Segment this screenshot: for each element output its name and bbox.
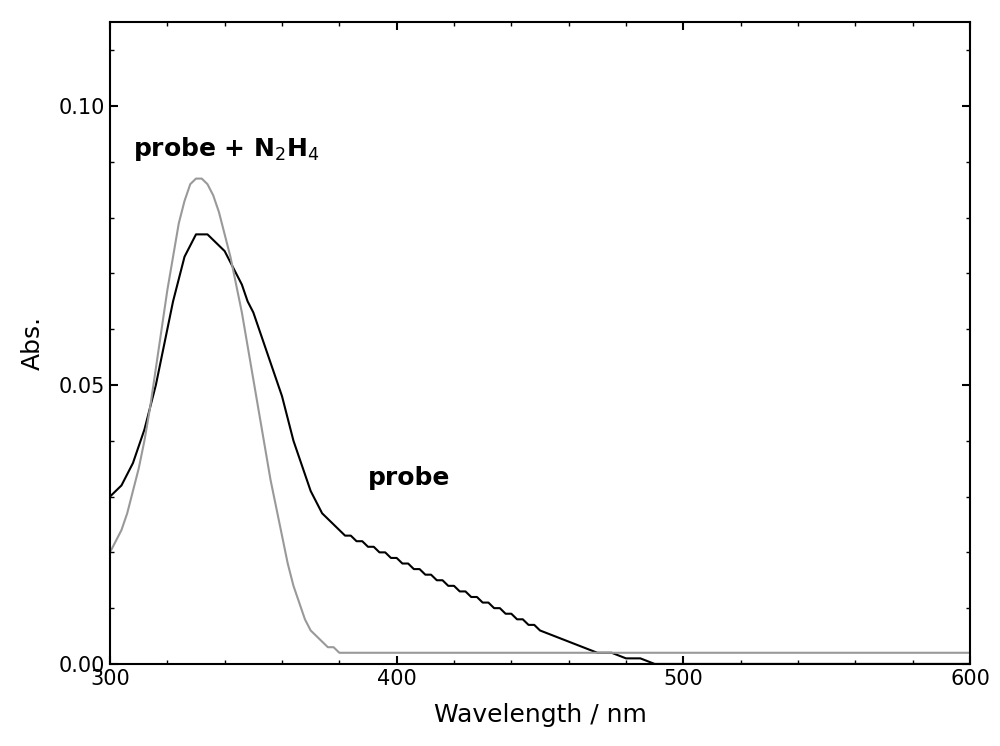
X-axis label: Wavelength / nm: Wavelength / nm	[434, 703, 646, 727]
Y-axis label: Abs.: Abs.	[21, 316, 45, 370]
Text: probe + N$_2$H$_4$: probe + N$_2$H$_4$	[133, 135, 320, 163]
Text: probe: probe	[368, 466, 450, 490]
